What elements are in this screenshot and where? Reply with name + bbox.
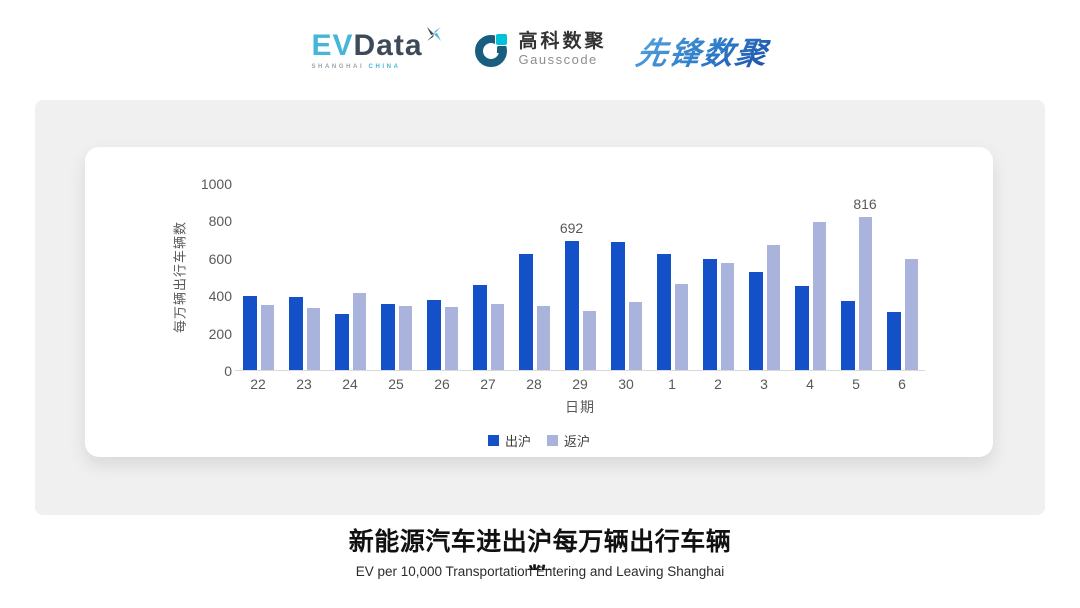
x-tick-label: 26 xyxy=(434,376,450,392)
legend-item-出沪: 出沪 xyxy=(487,431,531,450)
bar-group-5: 816 xyxy=(833,184,879,370)
bar-group-6 xyxy=(879,184,925,370)
bar-出沪-27 xyxy=(472,284,487,370)
x-tick-label: 22 xyxy=(250,376,266,392)
bar-group-26 xyxy=(419,184,465,370)
x-tick-label: 25 xyxy=(388,376,404,392)
evdata-shanghai-text: SHANGHAI xyxy=(311,63,365,70)
bar-返沪-27 xyxy=(490,303,504,370)
bar-出沪-29: 692 xyxy=(560,220,583,370)
bar-group-24 xyxy=(327,184,373,370)
gausscode-en-text: Gausscode xyxy=(518,52,598,68)
bar-group-29: 692 xyxy=(557,184,603,370)
chart-title: 新能源汽车进出沪每万辆出行车辆数 xyxy=(348,528,732,570)
legend-label: 出沪 xyxy=(504,434,531,449)
footer-block: 新能源汽车进出沪每万辆出行车辆数 EV per 10,000 Transport… xyxy=(0,524,1080,579)
logo-bar: EV Data SHANGHAI CHINA 高科数聚 Gausscode 先锋数… xyxy=(0,0,1080,76)
bar-group-3 xyxy=(741,184,787,370)
x-tick-label: 24 xyxy=(342,376,358,392)
bar-返沪-1 xyxy=(674,283,688,370)
x-tick-label: 5 xyxy=(852,376,860,392)
evdata-subtext: SHANGHAI CHINA xyxy=(311,64,400,70)
legend: 出沪 返沪 xyxy=(85,431,993,450)
x-tick-label: 1 xyxy=(668,376,676,392)
bar-返沪-28 xyxy=(536,306,550,370)
x-axis-labels: 22 23 24 25 26 27 28 29 30 1 2 3 4 5 6 xyxy=(235,376,925,392)
legend-swatch-icon xyxy=(547,435,558,446)
y-tick-label: 1000 xyxy=(200,176,232,192)
bar-group-30 xyxy=(603,184,649,370)
bar-出沪-2 xyxy=(702,258,717,370)
y-tick-label: 200 xyxy=(208,325,232,342)
x-axis-title: 日期 xyxy=(565,399,595,415)
evdata-wordmark: EV Data xyxy=(311,26,442,62)
bar-出沪-26 xyxy=(426,300,441,370)
evdata-china-text: CHINA xyxy=(368,63,401,70)
bar-group-22 xyxy=(235,184,281,370)
bar-出沪-25 xyxy=(380,303,395,370)
x-tick-label: 6 xyxy=(898,376,906,392)
evdata-logo: EV Data SHANGHAI CHINA xyxy=(311,26,442,70)
bar-group-2 xyxy=(695,184,741,370)
bar-group-23 xyxy=(281,184,327,370)
evdata-ev-text: EV xyxy=(311,28,354,62)
gausscode-logo: 高科数聚 Gausscode xyxy=(473,31,607,69)
bar-出沪-4 xyxy=(794,285,809,370)
bar-出沪-5 xyxy=(840,300,855,370)
legend-item-返沪: 返沪 xyxy=(547,431,590,450)
gausscode-wordmark: 高科数聚 Gausscode xyxy=(518,31,607,68)
bar-group-27 xyxy=(465,184,511,370)
x-tick-label: 2 xyxy=(714,376,722,392)
bar-返沪-25 xyxy=(398,306,412,370)
y-tick-label: 0 xyxy=(224,363,232,379)
y-tick-label: 400 xyxy=(208,288,232,305)
plot-area: 692 816 xyxy=(235,184,925,371)
legend-swatch-icon xyxy=(487,435,499,446)
bar-group-4 xyxy=(787,184,833,370)
bar-value-label: 816 xyxy=(853,196,877,213)
chart-subtitle: EV per 10,000 Transportation Entering an… xyxy=(355,564,725,579)
evdata-star-icon xyxy=(426,26,441,41)
bar-返沪-26 xyxy=(444,306,458,370)
y-tick-label: 600 xyxy=(208,250,232,267)
bar-出沪-6 xyxy=(886,312,901,370)
bar-返沪-3 xyxy=(766,244,780,370)
y-tick-label: 800 xyxy=(208,213,232,230)
x-tick-label: 30 xyxy=(618,376,634,392)
x-tick-label: 3 xyxy=(760,376,768,392)
bar-返沪-6 xyxy=(904,259,918,370)
gausscode-cn-text: 高科数聚 xyxy=(518,31,607,53)
bar-返沪-2 xyxy=(720,262,734,370)
bar-返沪-4 xyxy=(812,221,826,370)
x-tick-label: 23 xyxy=(296,376,312,392)
bar-出沪-1 xyxy=(656,254,671,370)
chart-outer-panel: 每万辆出行车辆数 0 200 400 600 800 1000 692 816 22 23 24… xyxy=(35,100,1045,515)
bar-出沪-22 xyxy=(242,295,257,370)
bar-返沪-5: 816 xyxy=(853,196,877,370)
x-tick-label: 27 xyxy=(480,376,496,392)
bar-返沪-24 xyxy=(352,293,366,370)
legend-label: 返沪 xyxy=(564,434,591,449)
bar-value-label: 692 xyxy=(559,219,584,236)
y-axis-ticks: 0 200 400 600 800 1000 xyxy=(85,147,993,457)
bar-group-25 xyxy=(373,184,419,370)
bar-出沪-28 xyxy=(518,254,533,370)
x-tick-label: 29 xyxy=(572,376,588,392)
bar-出沪-24 xyxy=(334,313,349,370)
evdata-data-text: Data xyxy=(353,28,423,62)
pioneer-logo: 先锋数聚 xyxy=(633,28,773,73)
bar-group-28 xyxy=(511,184,557,370)
bar-返沪-29 xyxy=(582,310,596,370)
x-tick-label: 4 xyxy=(806,376,814,392)
x-tick-label: 28 xyxy=(526,376,542,392)
bar-出沪-3 xyxy=(748,272,763,370)
gausscode-g-icon xyxy=(474,31,511,67)
bar-返沪-22 xyxy=(260,304,274,370)
bar-出沪-23 xyxy=(288,297,303,370)
bar-group-1 xyxy=(649,184,695,370)
bar-返沪-23 xyxy=(306,308,320,370)
bar-返沪-30 xyxy=(628,301,642,370)
bar-出沪-30 xyxy=(610,241,625,370)
chart-card: 每万辆出行车辆数 0 200 400 600 800 1000 692 816 22 23 24… xyxy=(85,147,993,457)
